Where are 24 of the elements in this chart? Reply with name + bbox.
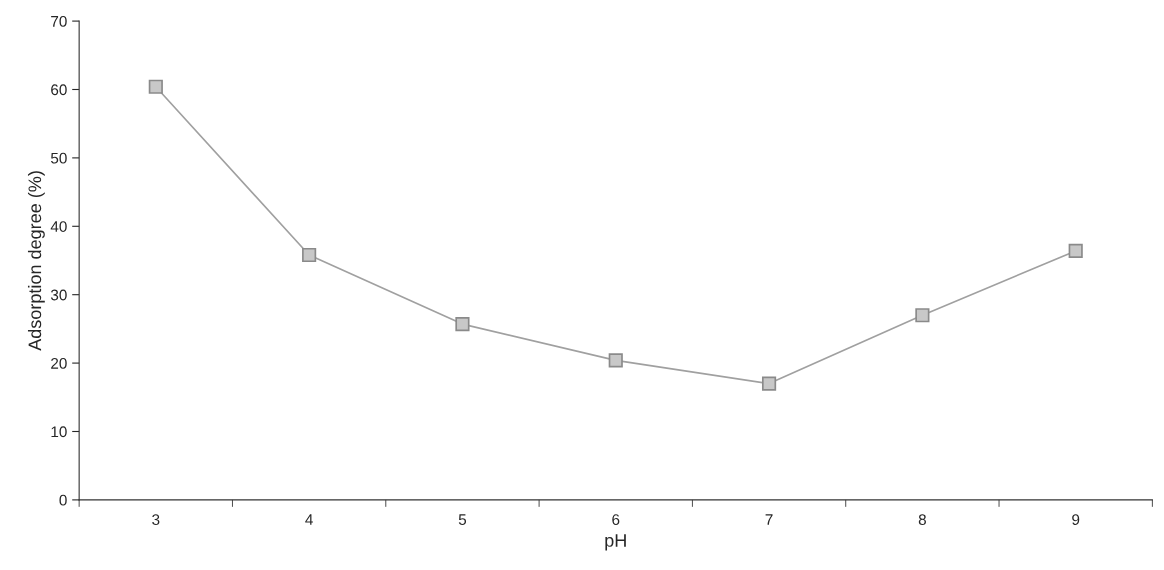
y-tick-label: 40 <box>50 221 67 232</box>
point <box>455 317 470 332</box>
y-tick-label: 20 <box>51 357 67 369</box>
x-tick-label: 9 <box>1072 514 1080 525</box>
x-tick-label: 3 <box>152 514 160 525</box>
x-tick-label: 8 <box>918 514 926 525</box>
point <box>608 353 623 368</box>
point <box>761 376 777 391</box>
y-tick-label: 10 <box>51 426 67 438</box>
point <box>302 247 317 263</box>
point <box>148 79 163 94</box>
x-tick-label: 7 <box>765 514 773 525</box>
x-tick-label: 4 <box>305 514 313 525</box>
y-tick-label: 0 <box>59 494 67 506</box>
y-tick-label: 60 <box>51 84 67 96</box>
x-tick-label: 6 <box>612 514 620 525</box>
y-tick-label: 70 <box>51 15 67 27</box>
y-tick-label: 30 <box>50 289 67 301</box>
x-axis-title: pH <box>605 534 626 551</box>
x-tick-label: 5 <box>458 514 467 525</box>
point <box>1068 243 1083 258</box>
point <box>915 308 930 323</box>
y-axis-title: Adsorption degree (%) <box>27 171 45 351</box>
y-tick-label: 50 <box>50 152 67 164</box>
